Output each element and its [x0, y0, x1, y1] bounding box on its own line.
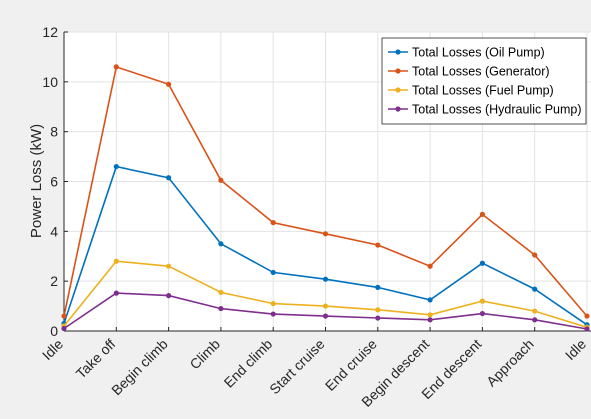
y-axis-label: Power Loss (kW)	[28, 124, 45, 238]
y-tick-label: 8	[50, 124, 58, 140]
legend-marker	[395, 106, 401, 112]
legend-label: Total Losses (Hydraulic Pump)	[412, 103, 582, 117]
data-point	[61, 313, 67, 319]
data-point	[113, 64, 119, 70]
data-point	[113, 290, 119, 296]
x-tick-label: Approach	[483, 336, 537, 390]
data-point	[322, 276, 329, 282]
data-point	[584, 313, 590, 319]
data-point	[532, 308, 538, 314]
data-point	[427, 297, 433, 303]
data-point	[270, 269, 276, 276]
data-point	[375, 307, 381, 313]
x-tick-label: Begin climb	[108, 336, 171, 399]
data-point	[270, 311, 276, 317]
data-point	[479, 310, 485, 317]
x-tick-label: Climb	[186, 336, 223, 373]
legend-label: Total Losses (Fuel Pump)	[412, 84, 554, 98]
data-point	[375, 284, 381, 290]
legend-label: Total Losses (Generator)	[412, 65, 550, 79]
data-point	[532, 286, 538, 292]
legend-box	[381, 37, 587, 125]
x-tick-label: Idle	[562, 336, 589, 363]
x-tick-label: Idle	[39, 336, 66, 363]
data-point	[427, 312, 433, 318]
y-tick-label: 12	[42, 24, 58, 40]
legend-marker	[395, 87, 401, 93]
x-tick-label: Take off	[73, 336, 119, 382]
y-tick-label: 4	[50, 223, 58, 239]
data-point	[322, 303, 329, 309]
x-tick-label: Start cruise	[266, 336, 328, 398]
legend-marker	[395, 49, 401, 55]
data-point	[584, 326, 590, 332]
data-point	[113, 163, 119, 170]
data-point	[427, 263, 433, 269]
data-point	[532, 317, 538, 323]
y-tick-label: 0	[50, 323, 58, 339]
legend-label: Total Losses (Oil Pump)	[412, 46, 545, 60]
data-point	[166, 175, 172, 181]
y-tick-label: 10	[42, 74, 58, 90]
y-tick-label: 6	[50, 174, 58, 190]
data-point	[61, 325, 67, 332]
data-point	[322, 231, 329, 237]
data-point	[218, 305, 224, 312]
data-point	[166, 293, 172, 299]
data-point	[113, 258, 119, 264]
data-point	[479, 211, 485, 217]
data-point	[375, 315, 381, 321]
data-point	[479, 298, 485, 304]
data-point	[532, 252, 538, 258]
y-tick-label: 2	[50, 273, 58, 289]
data-point	[218, 241, 224, 247]
data-point	[270, 220, 276, 226]
series-layer	[61, 64, 590, 332]
data-point	[166, 263, 172, 269]
data-point	[479, 260, 485, 266]
data-point	[218, 289, 224, 295]
data-point	[375, 242, 381, 248]
data-point	[166, 81, 172, 87]
data-point	[427, 317, 433, 323]
data-point	[322, 313, 329, 319]
data-point	[270, 300, 276, 307]
legend-marker	[395, 68, 401, 74]
legend: Total Losses (Oil Pump) Total Losses (Gen…	[381, 37, 587, 125]
x-tick-label: End climb	[221, 336, 276, 391]
data-point	[218, 177, 224, 183]
